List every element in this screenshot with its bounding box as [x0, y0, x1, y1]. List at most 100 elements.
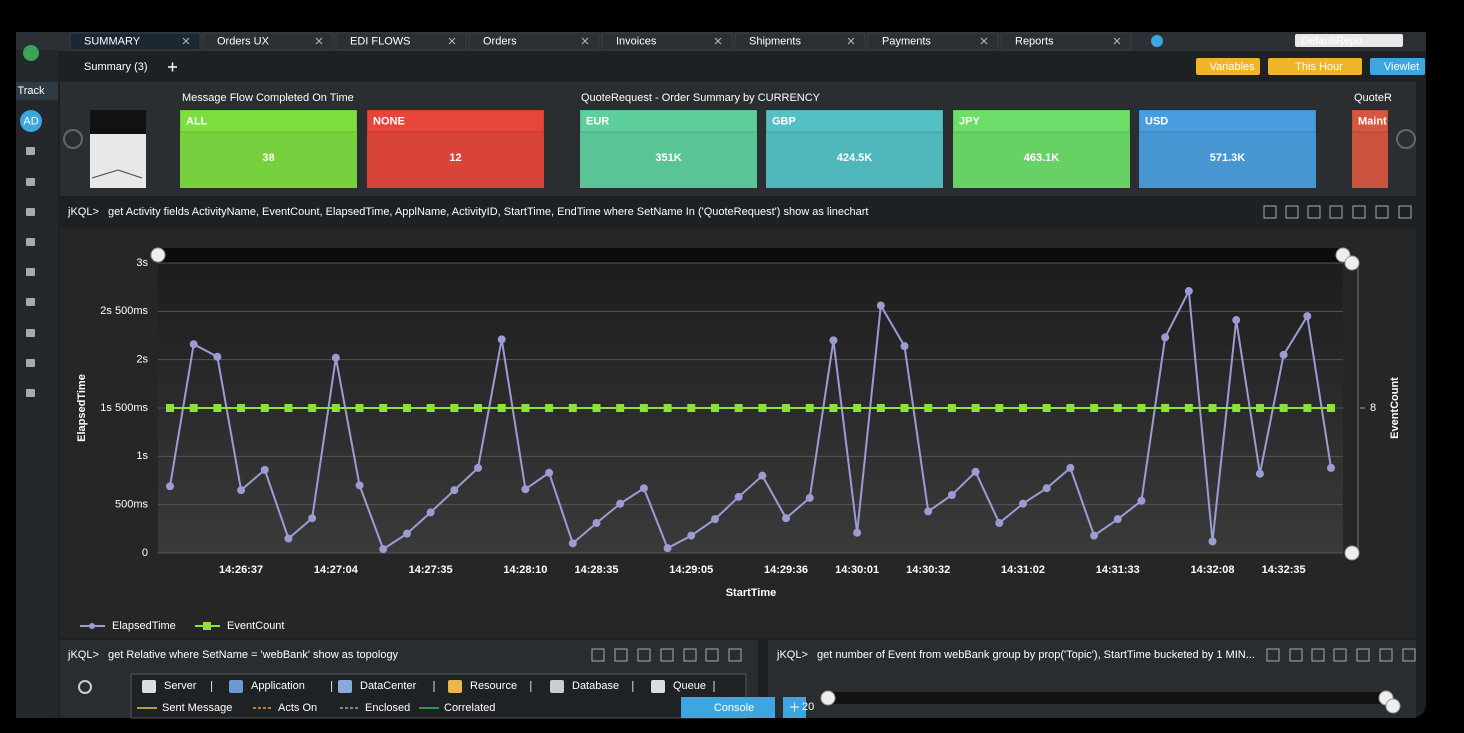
query-tool[interactable] — [1289, 648, 1303, 662]
repo-label: DefaultRepo — [1301, 35, 1362, 47]
query-tool[interactable] — [683, 648, 697, 662]
query-tool[interactable] — [1356, 648, 1370, 662]
zoom-handle[interactable] — [1344, 255, 1360, 271]
zoom-handle[interactable] — [1385, 698, 1401, 714]
data-point — [568, 404, 577, 412]
data-point — [284, 404, 293, 412]
toolbar-button[interactable] — [1268, 58, 1362, 75]
tab-scroll[interactable] — [1151, 35, 1163, 47]
sidebar-icon[interactable] — [26, 208, 35, 216]
console-button[interactable] — [681, 697, 775, 718]
query-tool[interactable] — [1402, 648, 1416, 662]
sidebar-icon[interactable] — [26, 329, 35, 337]
sidebar-icon[interactable] — [26, 389, 35, 397]
tab-close[interactable] — [1113, 37, 1121, 45]
tab[interactable] — [1000, 32, 1132, 51]
query-tool[interactable] — [1329, 205, 1343, 219]
query-tool[interactable] — [1333, 648, 1347, 662]
query-tool[interactable] — [591, 648, 605, 662]
data-point — [1255, 469, 1264, 478]
sidebar-icon[interactable] — [26, 178, 35, 186]
zoom-handle[interactable] — [820, 690, 836, 706]
query-text: get Relative where SetName = 'webBank' s… — [108, 649, 399, 661]
data-point — [947, 491, 956, 499]
data-point — [1018, 499, 1027, 508]
repo-select[interactable] — [1295, 34, 1403, 47]
track-tab[interactable] — [16, 82, 58, 100]
tab-close[interactable] — [315, 37, 323, 45]
toolbar-button[interactable] — [1370, 58, 1425, 75]
sidebar-icon[interactable] — [26, 359, 35, 367]
query-tool[interactable] — [660, 648, 674, 662]
query-tool[interactable] — [614, 648, 628, 662]
tab-close[interactable] — [448, 37, 456, 45]
link-legend-label: Sent Message — [162, 702, 232, 714]
data-point — [1042, 404, 1051, 412]
sidebar-icon[interactable] — [26, 238, 35, 246]
add-icon[interactable] — [168, 62, 177, 72]
toolbar-button[interactable] — [1196, 58, 1260, 75]
tab-close[interactable] — [980, 37, 988, 45]
carousel-arrow[interactable] — [1396, 129, 1416, 149]
tab-close[interactable] — [581, 37, 589, 45]
query-tool[interactable] — [1266, 648, 1280, 662]
query-tool[interactable] — [1263, 205, 1277, 219]
query-tool[interactable] — [1379, 648, 1393, 662]
query-tool[interactable] — [1311, 648, 1325, 662]
tab[interactable] — [202, 32, 334, 51]
add-icon[interactable] — [790, 702, 799, 712]
tab[interactable] — [734, 32, 866, 51]
data-point — [1279, 404, 1288, 412]
data-point — [1184, 404, 1193, 412]
data-point — [853, 528, 862, 537]
zoom-handle[interactable] — [150, 247, 166, 263]
data-point — [592, 404, 601, 412]
tab[interactable] — [601, 32, 733, 51]
query-tool[interactable] — [1352, 205, 1366, 219]
data-point — [734, 492, 743, 501]
data-point — [237, 404, 246, 412]
data-point — [876, 301, 885, 310]
tab-close[interactable] — [847, 37, 855, 45]
query-tool[interactable] — [1307, 205, 1321, 219]
tab[interactable] — [867, 32, 999, 51]
sidebar-icon[interactable] — [26, 268, 35, 276]
query-tool[interactable] — [1398, 205, 1412, 219]
tile-label: ALL — [186, 115, 208, 127]
logo — [23, 45, 39, 61]
summary-tab[interactable]: Summary (3) — [84, 61, 148, 73]
legend-label[interactable]: EventCount — [227, 620, 284, 632]
data-point — [284, 534, 293, 543]
query-tool[interactable] — [1285, 205, 1299, 219]
data-point — [1208, 404, 1217, 412]
data-point — [474, 463, 483, 472]
data-point — [308, 514, 317, 523]
tile-value: 12 — [449, 152, 461, 164]
mini-chart-bottom — [90, 134, 146, 188]
data-point — [900, 404, 909, 412]
data-point — [260, 465, 269, 474]
carousel-arrow[interactable] — [63, 129, 83, 149]
user-avatar[interactable] — [20, 110, 42, 132]
x-tick-label: 14:27:35 — [409, 564, 453, 576]
data-point — [355, 404, 364, 412]
zoom-handle[interactable] — [1344, 545, 1360, 561]
node-legend-label: Queue — [673, 680, 706, 692]
query-tool[interactable] — [1375, 205, 1389, 219]
sidebar-icon[interactable] — [26, 147, 35, 155]
query-tool[interactable] — [705, 648, 719, 662]
toolbar-button-label: This Hour — [1295, 61, 1343, 73]
series-line — [169, 287, 1332, 551]
tab[interactable] — [69, 32, 201, 51]
tab-close[interactable] — [714, 37, 722, 45]
data-point — [616, 404, 625, 412]
query-tool[interactable] — [728, 648, 742, 662]
zoom-icon[interactable] — [78, 680, 92, 694]
data-point — [710, 404, 719, 412]
tab[interactable] — [335, 32, 467, 51]
legend-label[interactable]: ElapsedTime — [112, 620, 176, 632]
tab[interactable] — [468, 32, 600, 51]
query-tool[interactable] — [637, 648, 651, 662]
sidebar-icon[interactable] — [26, 298, 35, 306]
tab-close[interactable] — [182, 37, 190, 45]
